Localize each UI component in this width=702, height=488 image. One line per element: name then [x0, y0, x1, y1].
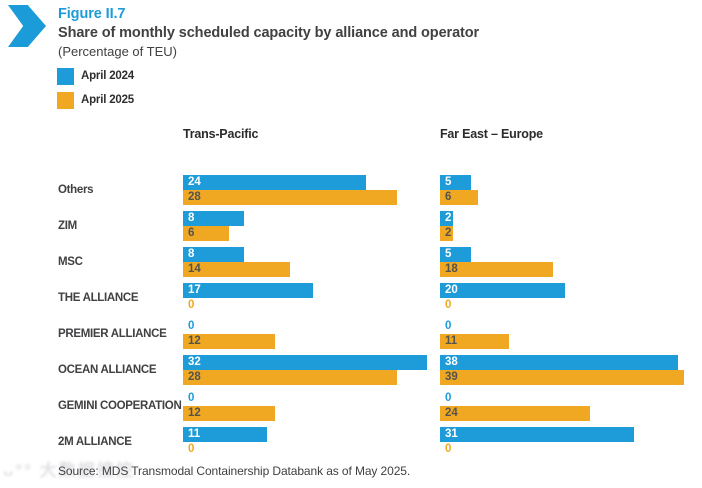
- row-label: GEMINI COOPERATION: [58, 400, 182, 412]
- bar-april-2025: 12: [183, 406, 275, 421]
- chart-rows: Others 24 28 5 6 ZIM 8 6 2 2 MSC 8 14 5 18 THE ALLIANCE…: [58, 172, 698, 460]
- bar-cell: 5 18: [440, 244, 698, 280]
- bar-cell: 31 0: [440, 424, 698, 460]
- figure-title: Share of monthly scheduled capacity by a…: [58, 25, 480, 42]
- bar-cell: 20 0: [440, 280, 698, 316]
- chart-row: GEMINI COOPERATION 0 12 0 24: [58, 388, 698, 424]
- bar-cell: 0 12: [183, 316, 440, 352]
- row-label: THE ALLIANCE: [58, 292, 139, 304]
- chart-row: PREMIER ALLIANCE 0 12 0 11: [58, 316, 698, 352]
- figure-subtitle: (Percentage of TEU): [58, 43, 177, 59]
- zero-value-label: 0: [445, 443, 452, 455]
- row-label: 2M ALLIANCE: [58, 436, 132, 448]
- bar-cell: 24 28: [183, 172, 440, 208]
- bar-april-2024: 38: [440, 355, 678, 370]
- bar-april-2025: 39: [440, 370, 684, 385]
- zero-value-label: 0: [188, 443, 195, 455]
- bar-april-2025: 28: [183, 190, 397, 205]
- bar-april-2024: 31: [440, 427, 634, 442]
- zero-value-label: 0: [188, 299, 195, 311]
- bar-april-2024: 8: [183, 211, 244, 226]
- legend: April 2024 April 2025: [57, 67, 134, 115]
- bar-cell: 32 28: [183, 352, 440, 388]
- bar-april-2024: 11: [183, 427, 267, 442]
- spacer: [58, 124, 183, 172]
- bar-april-2025: 14: [183, 262, 290, 277]
- bar-april-2024: 20: [440, 283, 565, 298]
- bar-april-2025: 24: [440, 406, 590, 421]
- bar-april-2024: 5: [440, 175, 471, 190]
- zero-value-label: 0: [445, 320, 452, 332]
- bar-april-2024: 5: [440, 247, 471, 262]
- row-label: OCEAN ALLIANCE: [58, 364, 157, 376]
- zero-value-label: 0: [188, 320, 195, 332]
- chart-row: OCEAN ALLIANCE 32 28 38 39: [58, 352, 698, 388]
- bar-april-2025: 6: [183, 226, 229, 241]
- column-header-far-east-europe: Far East – Europe: [440, 127, 543, 141]
- legend-item-april-2024: April 2024: [57, 67, 134, 85]
- bar-april-2025: 28: [183, 370, 397, 385]
- bar-april-2024: 17: [183, 283, 313, 298]
- chevron-arrow-icon: [8, 5, 46, 47]
- bar-april-2024: 2: [440, 211, 453, 226]
- legend-item-april-2025: April 2025: [57, 91, 134, 109]
- zero-value-label: 0: [445, 392, 452, 404]
- legend-label: April 2024: [81, 70, 134, 82]
- bar-april-2024: 8: [183, 247, 244, 262]
- bar-cell: 0 24: [440, 388, 698, 424]
- bar-cell: 0 11: [440, 316, 698, 352]
- bar-april-2025: 6: [440, 190, 478, 205]
- legend-swatch-april-2024: [57, 67, 74, 85]
- zero-value-label: 0: [445, 299, 452, 311]
- bar-cell: 11 0: [183, 424, 440, 460]
- title-block: Figure II.7 Share of monthly scheduled c…: [58, 6, 479, 59]
- column-header-trans-pacific: Trans-Pacific: [183, 127, 259, 141]
- bar-april-2025: 12: [183, 334, 275, 349]
- bar-april-2024: 32: [183, 355, 427, 370]
- chart-row: ZIM 8 6 2 2: [58, 208, 698, 244]
- bar-april-2025: 11: [440, 334, 509, 349]
- zero-value-label: 0: [188, 392, 195, 404]
- chart-row: THE ALLIANCE 17 0 20 0: [58, 280, 698, 316]
- chart-row: 2M ALLIANCE 11 0 31 0: [58, 424, 698, 460]
- row-label: PREMIER ALLIANCE: [58, 328, 167, 340]
- bar-april-2025: 18: [440, 262, 553, 277]
- bar-chart: Trans-Pacific Far East – Europe Others 24…: [58, 124, 698, 460]
- figure-number: Figure II.7: [58, 6, 126, 22]
- bar-april-2024: 24: [183, 175, 366, 190]
- chart-row: MSC 8 14 5 18: [58, 244, 698, 280]
- legend-swatch-april-2025: [57, 91, 74, 109]
- source-note: Source: MDS Transmodal Containership Dat…: [58, 464, 411, 478]
- bar-cell: 0 12: [183, 388, 440, 424]
- row-label: ZIM: [58, 220, 77, 232]
- bar-april-2025: 2: [440, 226, 453, 241]
- legend-label: April 2025: [81, 94, 134, 106]
- bar-cell: 8 14: [183, 244, 440, 280]
- bar-cell: 17 0: [183, 280, 440, 316]
- row-label: MSC: [58, 256, 83, 268]
- bar-cell: 38 39: [440, 352, 698, 388]
- chart-column-headers: Trans-Pacific Far East – Europe: [58, 124, 698, 172]
- chart-row: Others 24 28 5 6: [58, 172, 698, 208]
- row-label: Others: [58, 184, 94, 196]
